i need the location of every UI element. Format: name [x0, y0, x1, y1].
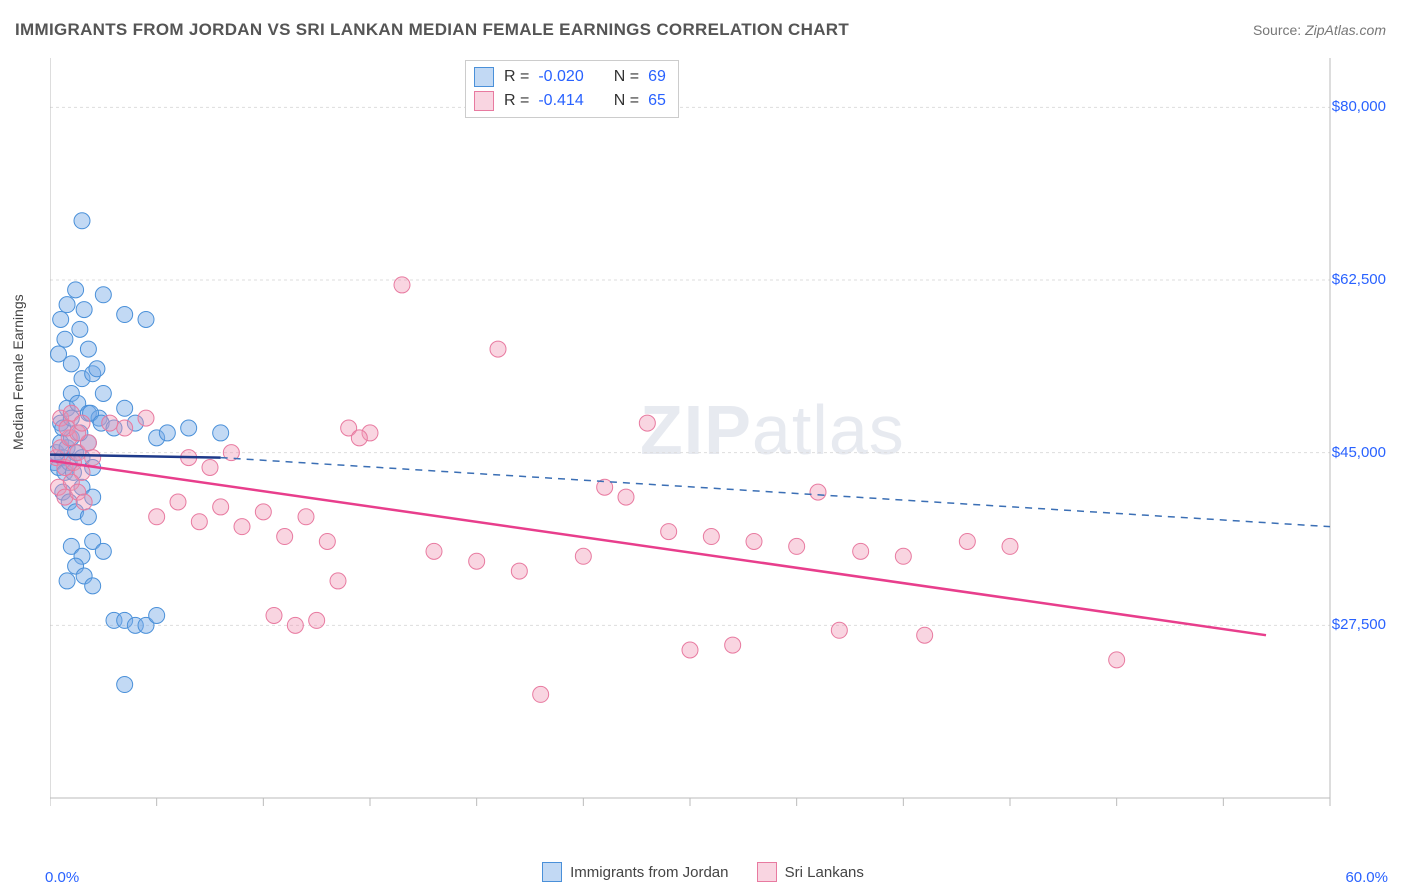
stat-n-jordan: 69: [648, 68, 666, 86]
y-tick-label: $45,000: [1332, 444, 1386, 461]
legend-label-srilanka: Sri Lankans: [785, 864, 864, 881]
stat-r-label: R =: [504, 68, 529, 86]
stat-n-label: N =: [614, 68, 639, 86]
stats-row-jordan: R = -0.020 N = 69: [474, 65, 666, 89]
source-label: Source:: [1253, 22, 1301, 38]
stat-r-label-2: R =: [504, 92, 529, 110]
swatch-jordan: [474, 67, 494, 87]
chart-svg: [50, 58, 1350, 828]
legend-swatch-srilanka: [757, 862, 777, 882]
legend-label-jordan: Immigrants from Jordan: [570, 864, 728, 881]
stat-n-label-2: N =: [614, 92, 639, 110]
correlation-stats-box: R = -0.020 N = 69 R = -0.414 N = 65: [465, 60, 679, 118]
y-tick-label: $27,500: [1332, 616, 1386, 633]
legend-item-srilanka: Sri Lankans: [757, 862, 864, 882]
source-name: ZipAtlas.com: [1305, 22, 1386, 38]
stat-n-srilanka: 65: [648, 92, 666, 110]
swatch-srilanka: [474, 91, 494, 111]
legend-item-jordan: Immigrants from Jordan: [542, 862, 728, 882]
stat-r-srilanka: -0.414: [538, 92, 583, 110]
chart-title: IMMIGRANTS FROM JORDAN VS SRI LANKAN MED…: [15, 20, 849, 40]
chart-plot-area: [50, 58, 1350, 828]
legend-swatch-jordan: [542, 862, 562, 882]
y-tick-label: $80,000: [1332, 98, 1386, 115]
legend: Immigrants from Jordan Sri Lankans: [0, 862, 1406, 886]
stat-r-jordan: -0.020: [538, 68, 583, 86]
y-axis-label: Median Female Earnings: [10, 294, 26, 450]
source-attribution: Source: ZipAtlas.com: [1253, 22, 1386, 38]
stats-row-srilanka: R = -0.414 N = 65: [474, 89, 666, 113]
y-tick-label: $62,500: [1332, 271, 1386, 288]
